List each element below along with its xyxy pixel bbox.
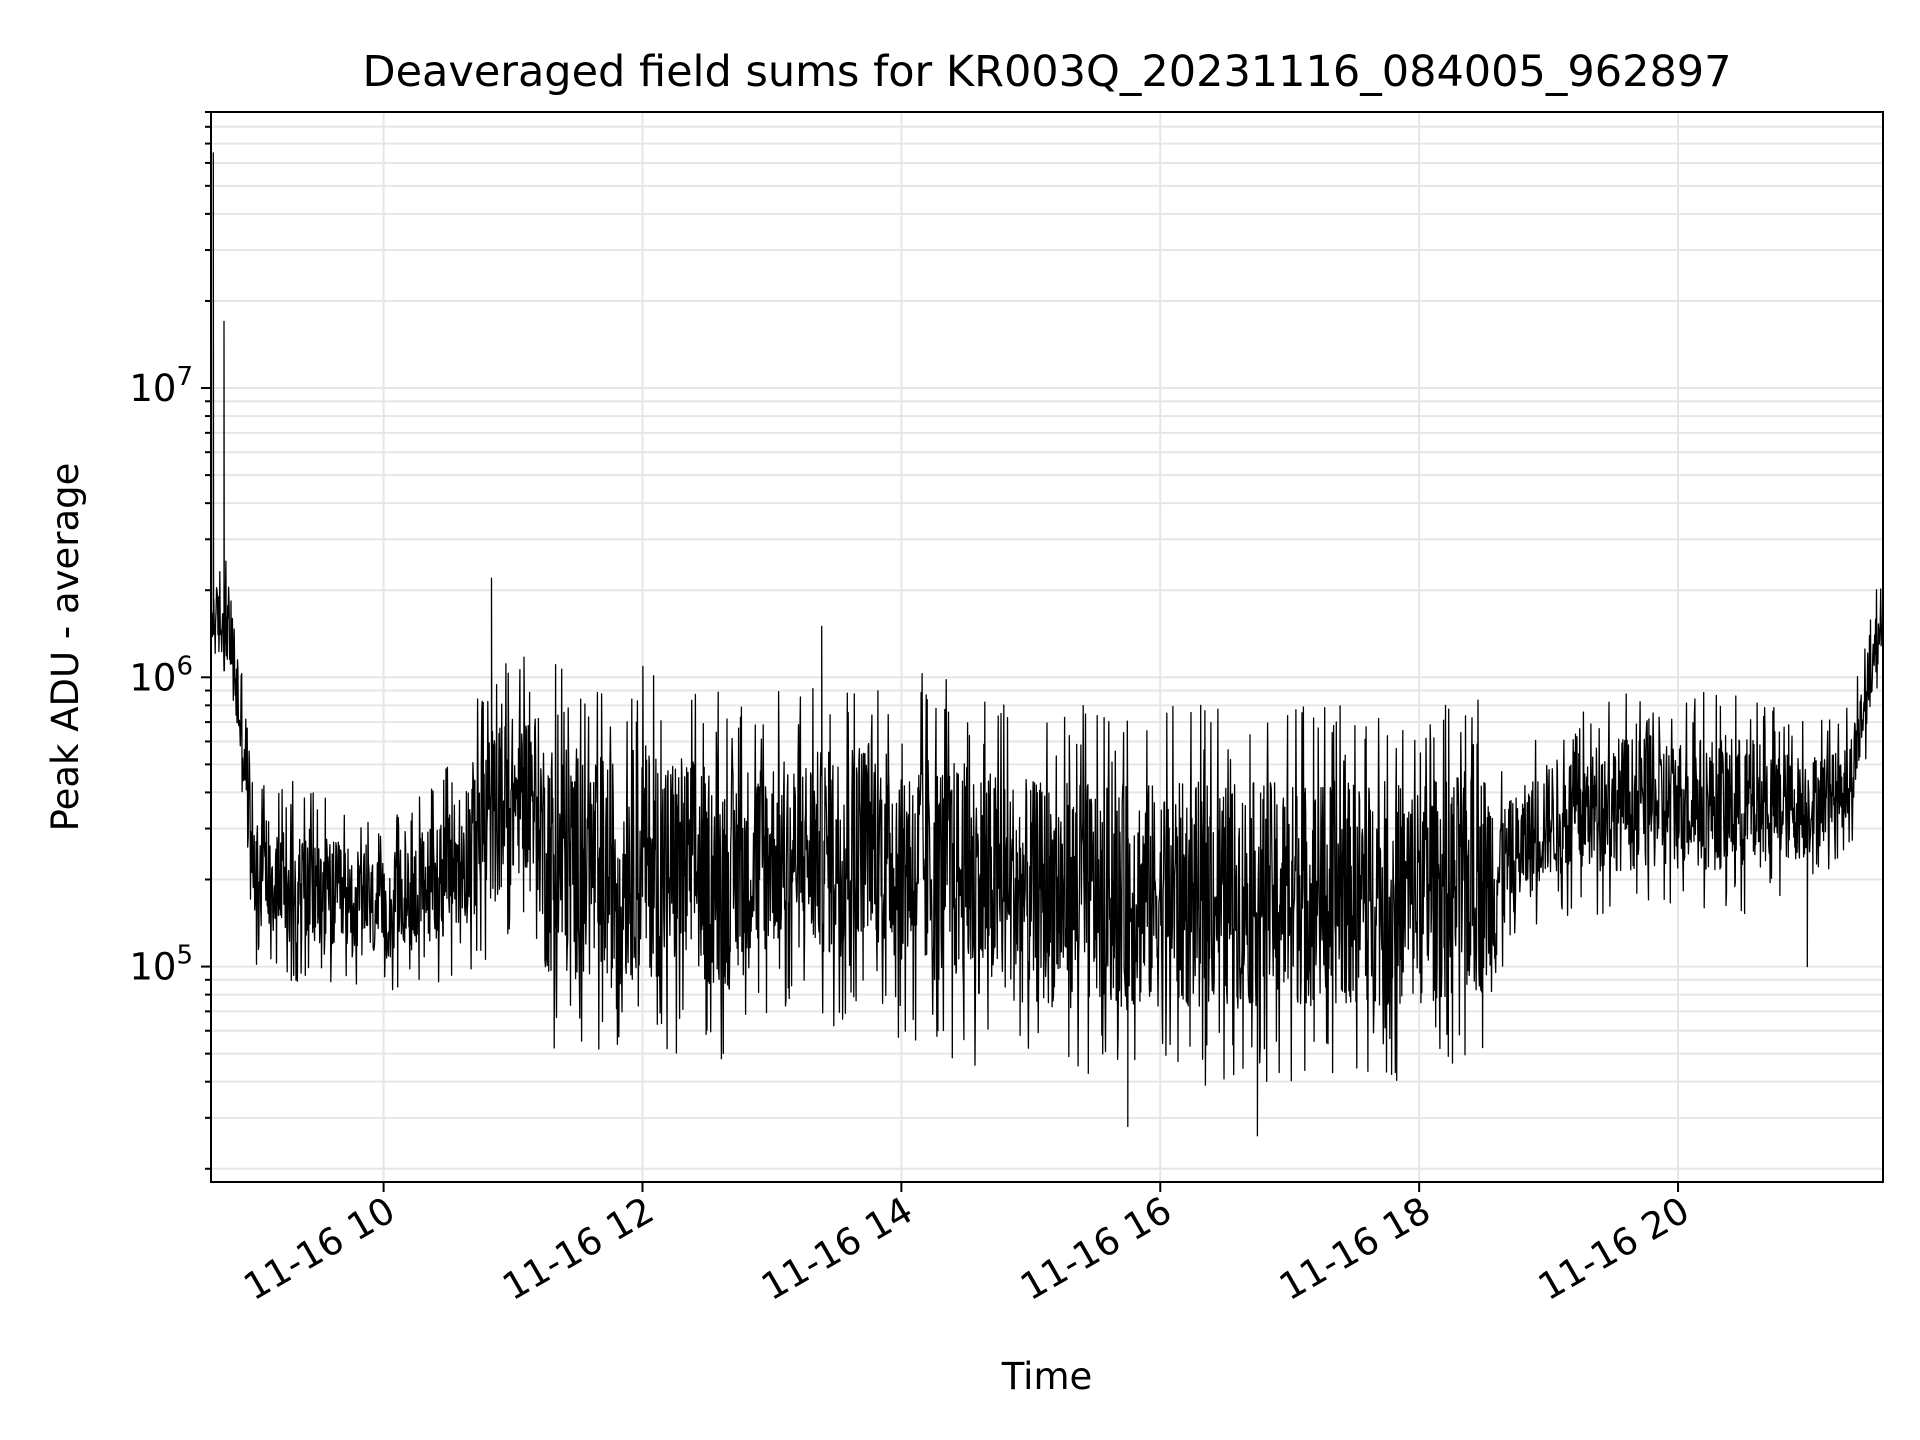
series-line [210,152,1884,1137]
plot-frame [210,111,1884,1183]
y-axis: 105 106 107 [129,111,211,1170]
y-axis-label: Peak ADU - average [44,463,87,832]
y-tick-label: 106 [129,651,193,699]
y-tick-label: 107 [129,362,193,410]
y-tick-label: 105 [129,941,193,989]
chart-title: Deaveraged field sums for KR003Q_2023111… [362,47,1731,97]
x-axis-label: Time [1001,1355,1093,1398]
series-path [210,152,1884,1137]
